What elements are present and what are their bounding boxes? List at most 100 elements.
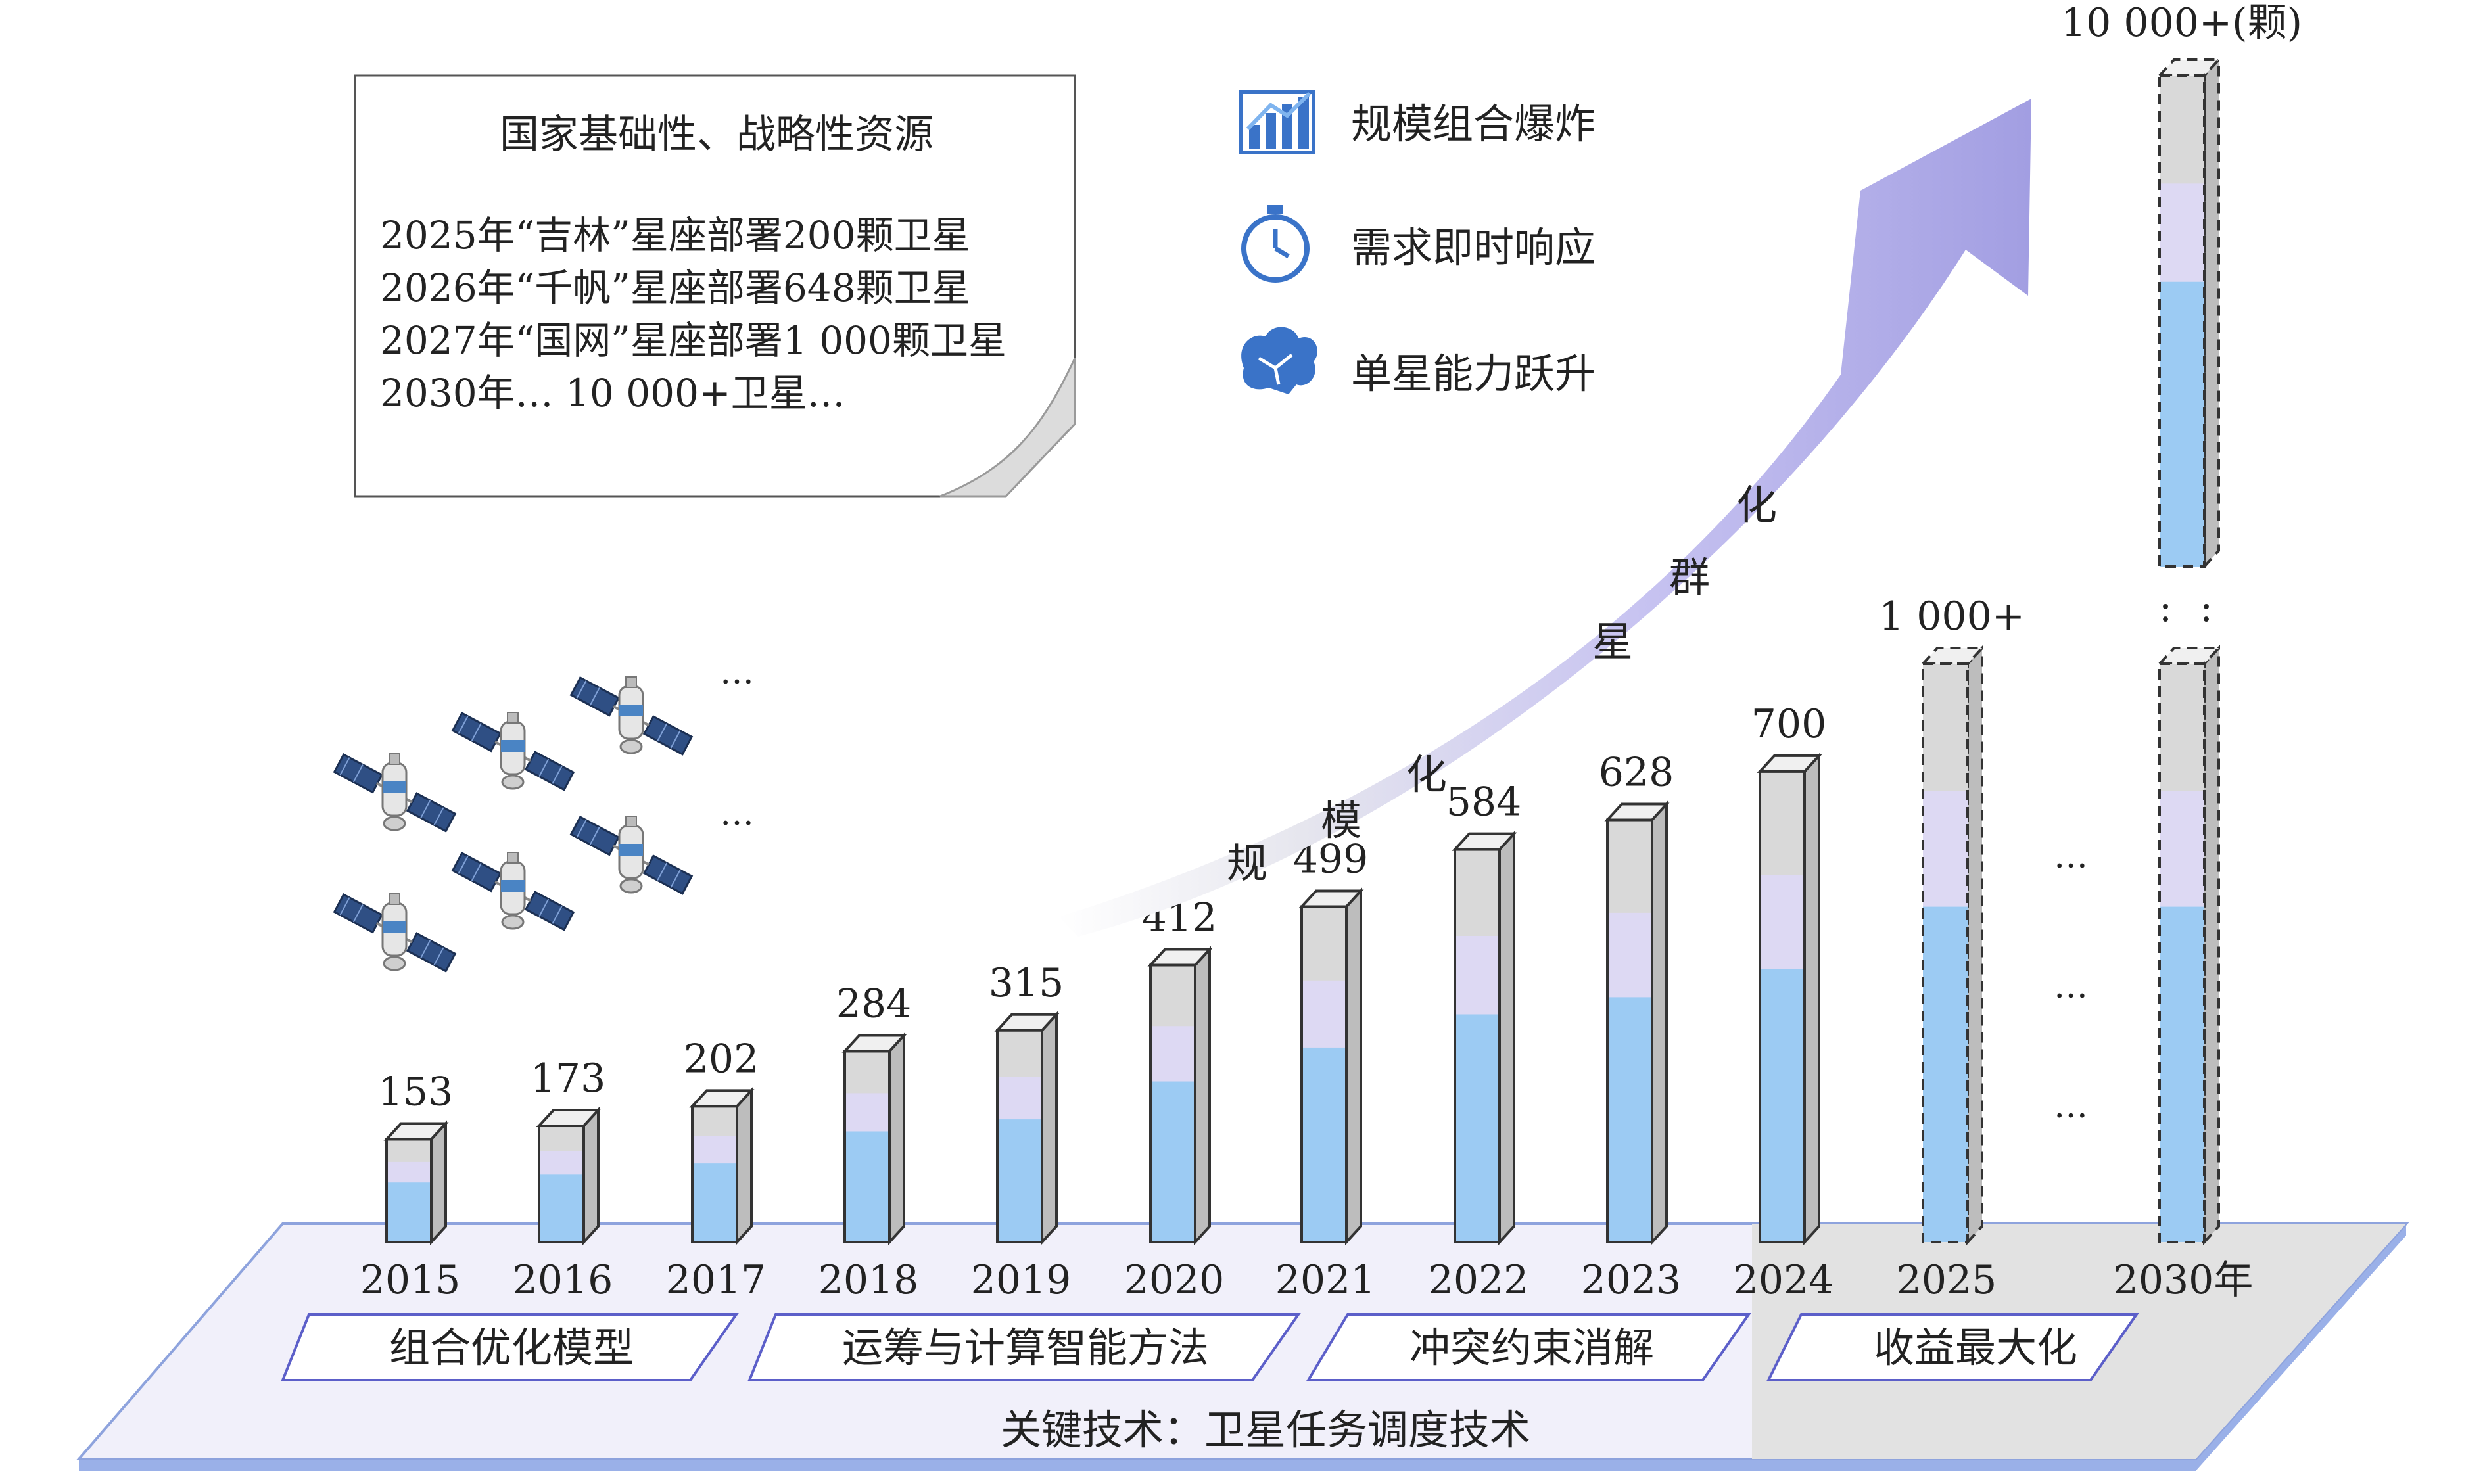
bar-fill-blue — [1455, 1014, 1500, 1242]
trend-char-3: 化 — [1406, 751, 1447, 799]
bar-top — [1920, 647, 1985, 665]
bar-2024 — [1757, 752, 1822, 1246]
trend-char-4: 星 — [1592, 618, 1633, 666]
bar-fill-blue — [387, 1182, 431, 1242]
value-label-2025: 1 000+ — [1879, 593, 2025, 639]
bar-side — [1651, 800, 1668, 1246]
bar-side — [2203, 644, 2220, 1246]
bar-outline — [1759, 770, 1806, 1243]
note-title: 国家基础性、战略性资源 — [500, 112, 934, 158]
bar-2015 — [383, 1120, 449, 1246]
bar-outline — [538, 1125, 585, 1243]
bar-outline — [843, 1050, 891, 1244]
bar-chart-icon — [1239, 90, 1315, 154]
bar-outline — [1606, 818, 1653, 1243]
bar-group: 1532015173201620220172842018315201941220… — [360, 0, 2302, 1303]
bar-2017 — [689, 1087, 755, 1246]
bar-2030年-lower — [2156, 644, 2222, 1246]
bar-2030年-upper — [2156, 56, 2222, 570]
year-label-2024: 2024 — [1734, 1257, 1834, 1303]
bar-outline — [1922, 662, 1969, 1243]
satellite-ellipsis-2: … — [720, 794, 754, 833]
bar-2023 — [1604, 800, 1670, 1246]
legend: 规模组合爆炸 需求即时响应 单星能力跃升 — [1239, 90, 1596, 398]
bar-fill-blue — [2160, 906, 2204, 1242]
bar-2020 — [1147, 946, 1213, 1246]
year-label-2021: 2021 — [1275, 1257, 1376, 1303]
note-line-3: 2027年“国网”星座部署1 000颗卫星 — [380, 318, 1006, 363]
phase-text-4: 收益最大化 — [1874, 1324, 2077, 1372]
note-line-4: 2030年… 10 000+卫星… — [380, 371, 845, 415]
bar-outline — [1454, 848, 1501, 1243]
trend-char-5: 群 — [1669, 553, 1710, 601]
bar-outline — [996, 1029, 1043, 1243]
bar-side — [736, 1087, 753, 1246]
value-label-2022: 584 — [1446, 779, 1522, 825]
brain-icon — [1241, 327, 1317, 394]
satellite-icon — [333, 893, 457, 973]
satellite-cluster — [333, 676, 694, 973]
bar-fill-blue — [1760, 969, 1805, 1242]
phase-label-3: 冲突约束消解 — [1306, 1313, 1751, 1381]
bar-2030-break-right: : — [2200, 585, 2213, 631]
bar-2021 — [1298, 887, 1364, 1246]
trend-char-6: 化 — [1736, 481, 1777, 529]
bar-side — [2203, 56, 2220, 570]
bar-side — [582, 1106, 600, 1246]
value-label-2018: 284 — [836, 981, 912, 1027]
bar-outline — [2158, 74, 2206, 568]
note-line-1: 2025年“吉林”星座部署200颗卫星 — [380, 213, 970, 258]
bar-fill-blue — [997, 1119, 1042, 1242]
year-label-2016: 2016 — [513, 1257, 613, 1303]
bar-2030-break-left: : — [2159, 585, 2172, 631]
bar-outline — [2158, 662, 2206, 1243]
note-curl — [939, 358, 1076, 498]
platform-caption: 关键技术：卫星任务调度技术 — [1001, 1406, 1530, 1454]
satellite-icon — [333, 753, 457, 833]
bar-2018 — [841, 1032, 907, 1246]
value-label-2015: 153 — [378, 1069, 454, 1115]
value-label-2030年: 10 000+(颗) — [2061, 0, 2302, 46]
phase-text-1: 组合优化模型 — [389, 1324, 634, 1372]
bar-fill-blue — [1923, 906, 1968, 1242]
trend-char-1: 规 — [1227, 839, 1267, 887]
bar-outline — [385, 1138, 433, 1243]
bar-side — [1498, 830, 1515, 1246]
satellite-icon — [569, 676, 694, 756]
bar-2022 — [1452, 830, 1517, 1246]
bar-outline — [691, 1105, 738, 1243]
legend-label-3: 单星能力跃升 — [1351, 350, 1596, 398]
note-line-2: 2026年“千帆”星座部署648颗卫星 — [380, 266, 970, 310]
year-label-2018: 2018 — [818, 1257, 919, 1303]
year-label-2015: 2015 — [360, 1257, 461, 1303]
bar-top — [2156, 58, 2222, 77]
bar-fill-blue — [845, 1131, 889, 1242]
bar-side — [1345, 887, 1362, 1246]
trend-arrow-body — [1058, 99, 2031, 937]
gap-ellipsis-1: … — [2054, 837, 2088, 876]
legend-label-2: 需求即时响应 — [1351, 223, 1596, 271]
legend-item-1: 规模组合爆炸 — [1239, 90, 1596, 154]
bar-side — [1041, 1011, 1058, 1246]
bar-side — [1803, 752, 1820, 1246]
phase-labels: 组合优化模型 运筹与计算智能方法 冲突约束消解 收益最大化 — [281, 1313, 2139, 1381]
bar-side — [1194, 946, 1211, 1246]
satellite-icon — [569, 816, 694, 895]
legend-item-3: 单星能力跃升 — [1241, 327, 1596, 398]
legend-label-1: 规模组合爆炸 — [1351, 100, 1596, 148]
value-label-2017: 202 — [684, 1036, 759, 1082]
value-label-2024: 700 — [1751, 701, 1827, 747]
bar-outline — [1149, 963, 1196, 1244]
bar-2025 — [1920, 644, 1985, 1246]
gap-ellipsis-3: … — [2054, 1086, 2088, 1126]
phase-label-1: 组合优化模型 — [281, 1313, 739, 1381]
satellite-icon — [451, 712, 575, 791]
satellite-ellipsis-1: … — [720, 653, 754, 692]
year-label-2022: 2022 — [1429, 1257, 1529, 1303]
bar-fill-blue — [539, 1174, 584, 1242]
year-label-2017: 2017 — [666, 1257, 767, 1303]
legend-item-2: 需求即时响应 — [1241, 205, 1596, 283]
bar-fill-blue — [1607, 997, 1652, 1242]
bar-side — [888, 1032, 905, 1246]
bar-2019 — [994, 1011, 1060, 1246]
